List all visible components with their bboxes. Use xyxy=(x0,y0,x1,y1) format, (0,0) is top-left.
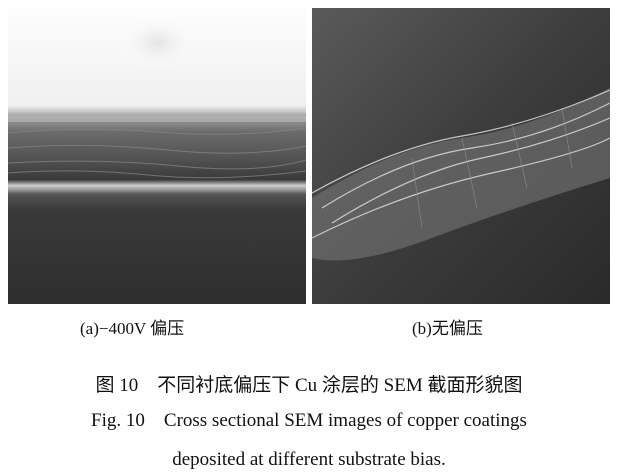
figure-caption-english-line1: Fig. 10 Cross sectional SEM images of co… xyxy=(91,410,527,431)
figure-caption-chinese: 图 10 不同衬底偏压下 Cu 涂层的 SEM 截面形貌图 xyxy=(95,375,523,396)
sem-image-negative-400v-bias xyxy=(8,8,306,304)
sem-image-no-bias xyxy=(312,8,610,304)
panel-b-label: (b)无偏压 xyxy=(412,319,483,338)
panel-a-label: (a)−400V 偏压 xyxy=(80,319,185,338)
figure-caption-english-line2: deposited at different substrate bias. xyxy=(172,449,446,470)
